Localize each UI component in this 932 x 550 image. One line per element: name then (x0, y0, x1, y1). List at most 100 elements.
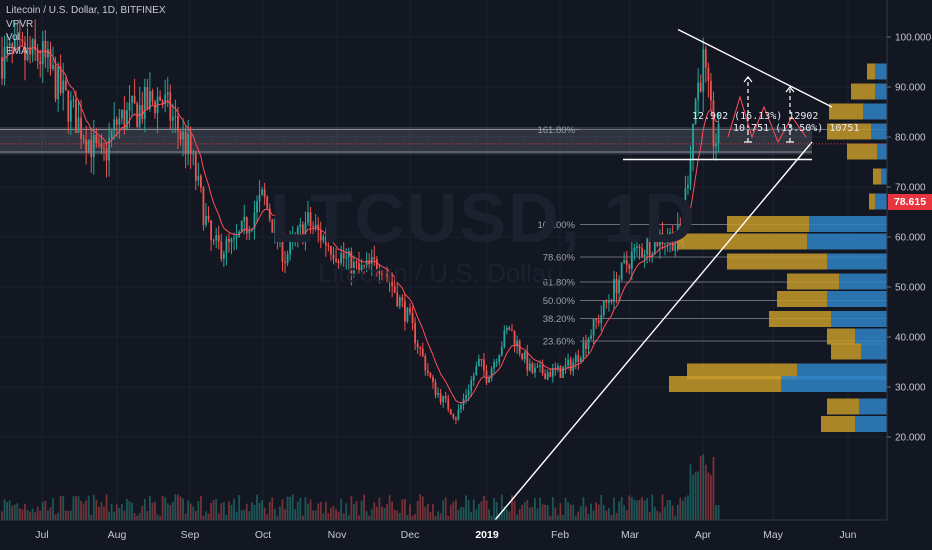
candle-body (697, 82, 700, 100)
candle-body (240, 221, 243, 232)
price-tick-label: 30.000 (895, 383, 926, 394)
candle-body (210, 220, 212, 241)
projected-path (727, 95, 807, 144)
candle-body (472, 375, 475, 381)
candle-body (184, 131, 187, 155)
volume-bar (118, 508, 121, 520)
volume-bar (536, 508, 539, 520)
candle-body (600, 315, 603, 323)
candle-body (674, 240, 677, 251)
chart-title[interactable]: Litecoin / U.S. Dollar, 1D, BITFINEX (6, 5, 166, 16)
volume-profile-down (847, 143, 877, 160)
volume-bar (643, 500, 646, 520)
volume-bar (391, 501, 394, 520)
volume-bar (128, 501, 131, 520)
volume-bar (467, 500, 470, 520)
volume-bar (477, 503, 480, 520)
volume-bar (156, 514, 159, 520)
ema-line (1, 45, 719, 404)
volume-bar (18, 508, 21, 520)
price-tick-label: 40.000 (895, 333, 926, 344)
volume-bar (419, 494, 422, 520)
volume-bar (546, 505, 549, 520)
price-tick-label: 60.000 (895, 233, 926, 244)
volume-bar (386, 504, 388, 520)
candle-body (205, 215, 207, 226)
fib-level-label: 50.00% (543, 296, 576, 307)
candle-body (220, 241, 223, 259)
candle-body (212, 240, 215, 242)
volume-bar (34, 512, 37, 520)
candle-body (281, 229, 284, 262)
volume-bar (674, 515, 677, 520)
candle-body (29, 47, 31, 55)
candle-body (100, 143, 103, 148)
volume-bar (16, 503, 19, 520)
time-tick-label: Jul (35, 529, 48, 541)
time-tick-label: Jun (840, 529, 857, 541)
candle-body (136, 103, 139, 127)
candle-body (618, 279, 620, 294)
volume-bar (342, 513, 345, 520)
indicator-vpvr[interactable]: VPVR (6, 18, 34, 30)
candle-body (398, 297, 401, 307)
volume-bar (620, 497, 623, 520)
candle-body (477, 359, 480, 367)
volume-bar (347, 515, 350, 520)
indicator-vol[interactable]: Vol (6, 32, 20, 43)
candle-body (702, 49, 705, 92)
volume-bar (449, 504, 452, 520)
volume-profile-down (821, 416, 855, 432)
candle-body (710, 80, 712, 101)
candle-body (248, 230, 251, 234)
volume-bar (365, 511, 368, 520)
time-tick-label: Apr (695, 529, 712, 541)
candle-body (585, 342, 587, 349)
candle-body (171, 117, 174, 121)
volume-profile-up (781, 376, 887, 392)
volume-bar (21, 509, 24, 520)
volume-profile-down (677, 233, 807, 250)
volume-bar (166, 503, 169, 520)
candle-body (526, 352, 529, 371)
candle-body (353, 262, 355, 275)
candle-body (90, 139, 93, 158)
volume-profile-up (877, 143, 887, 160)
volume-bar (715, 505, 717, 520)
volume-profile-up (839, 273, 887, 290)
candle-body (324, 236, 327, 246)
candle-body (562, 367, 564, 378)
volume-bar (513, 500, 516, 520)
volume-bar (623, 504, 626, 520)
volume-bar (368, 515, 371, 520)
volume-bar (115, 504, 118, 520)
volume-bar (572, 504, 575, 520)
candle-body (455, 417, 457, 420)
volume-bar (602, 504, 605, 520)
volume-bar (432, 504, 434, 520)
candle-body (105, 148, 108, 161)
candle-body (57, 66, 59, 100)
volume-bar (141, 505, 144, 520)
volume-profile-up (855, 328, 887, 345)
candle-body (365, 260, 368, 266)
volume-bar (276, 515, 279, 520)
indicator-ema[interactable]: EMA (6, 45, 28, 57)
candle-body (630, 251, 633, 269)
candle-body (49, 49, 52, 69)
volume-bar (605, 510, 608, 520)
candle-body (715, 143, 717, 147)
candle-body (421, 348, 424, 356)
volume-bar (294, 508, 297, 520)
volume-bar (143, 498, 146, 520)
volume-bar (610, 514, 613, 520)
volume-bar (92, 495, 95, 520)
volume-bar (358, 515, 360, 520)
volume-bar (312, 510, 314, 520)
candle-body (404, 300, 406, 322)
time-tick-label: May (763, 529, 784, 541)
volume-bar (90, 515, 93, 520)
volume-bar (182, 498, 184, 520)
candle-body (613, 279, 615, 302)
